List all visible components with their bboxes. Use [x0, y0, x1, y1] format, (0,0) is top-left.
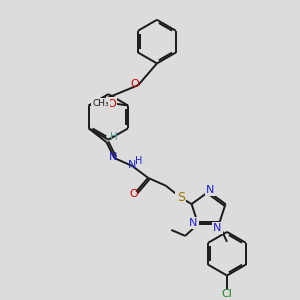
Text: O: O — [130, 189, 139, 199]
Text: N: N — [189, 218, 197, 228]
Text: N: N — [109, 152, 118, 162]
Text: CH₃: CH₃ — [92, 99, 109, 108]
Text: O: O — [107, 98, 116, 109]
Text: N: N — [206, 185, 215, 195]
Text: S: S — [177, 191, 185, 204]
Text: O: O — [131, 79, 140, 89]
Text: N: N — [213, 223, 221, 233]
Text: H: H — [110, 132, 117, 142]
Text: N: N — [128, 160, 136, 170]
Text: H: H — [136, 156, 143, 166]
Text: Cl: Cl — [221, 290, 233, 299]
